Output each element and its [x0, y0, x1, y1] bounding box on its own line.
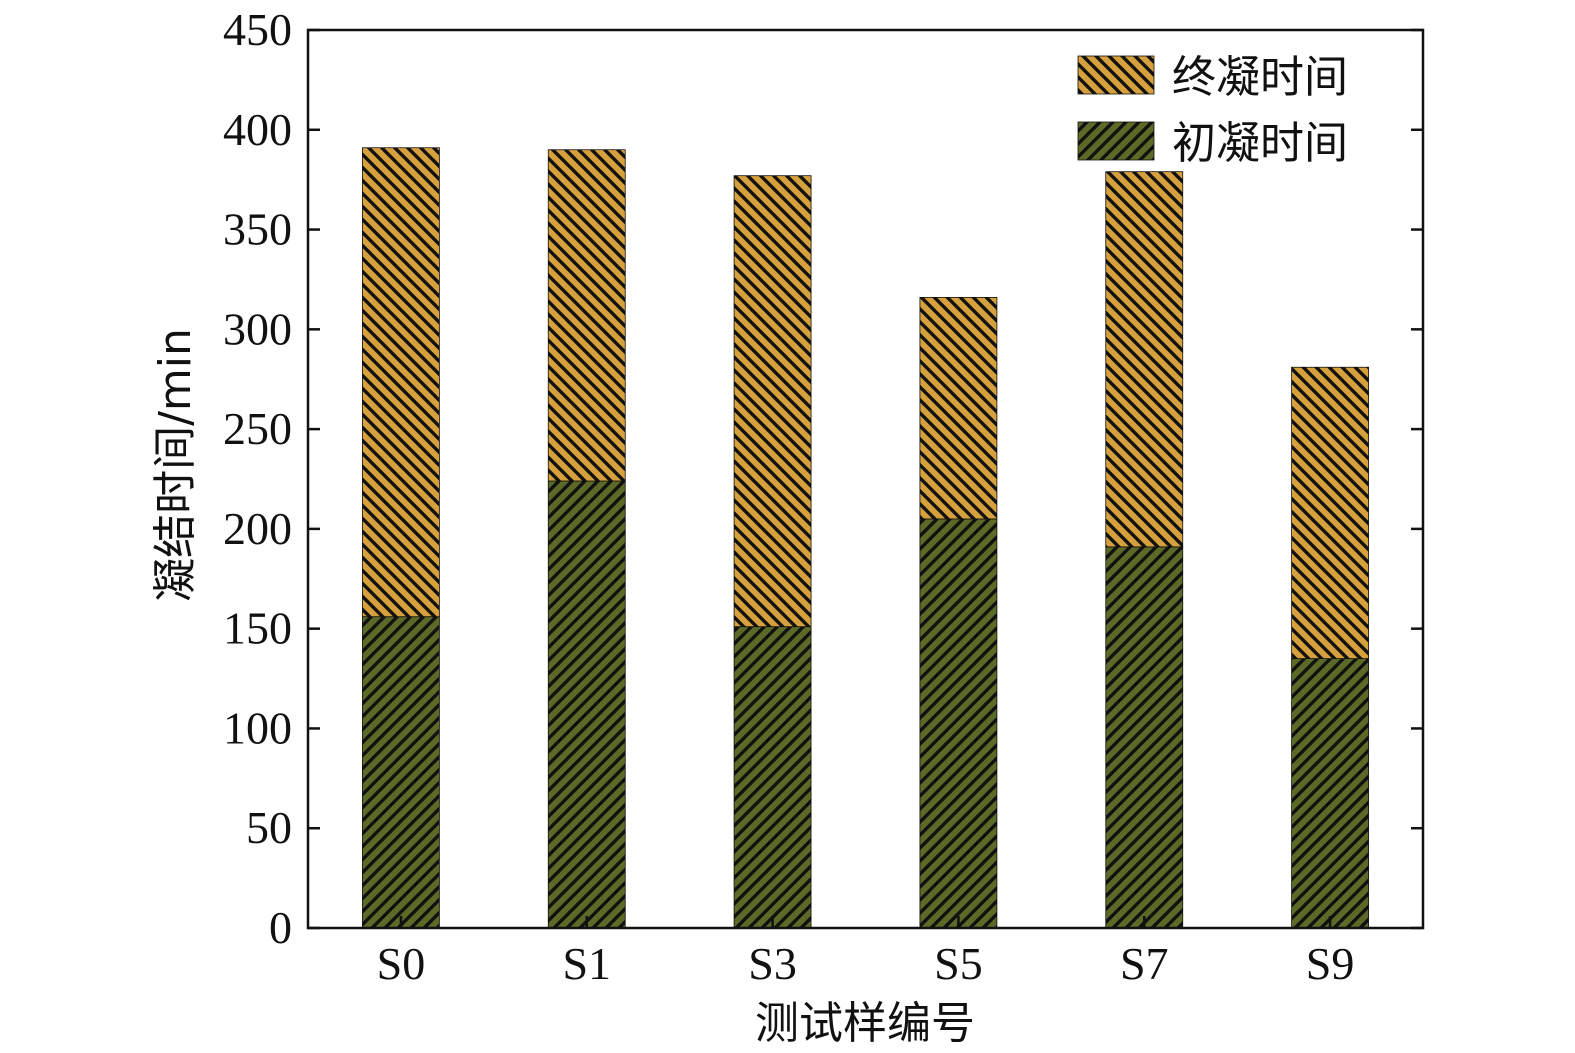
- legend-swatch-0: [1077, 121, 1155, 161]
- bar-s1-series-1: [547, 149, 626, 482]
- y-axis-title: 凝结时间/min: [150, 328, 201, 602]
- y-tick-label: 150: [223, 603, 292, 654]
- x-tick-label: S9: [1306, 938, 1355, 989]
- bars-layer: [362, 147, 1369, 929]
- x-tick-label: S5: [934, 938, 983, 989]
- legend-label-0: 初凝时间: [1172, 118, 1348, 169]
- bar-s9-series-0: [1291, 658, 1369, 929]
- x-axis-ticks: S0 S1 S3 S5 S7 S9: [377, 916, 1355, 989]
- plot-frame: [306, 28, 1425, 930]
- x-tick-label: S3: [748, 938, 797, 989]
- bar-s9-series-1: [1291, 366, 1369, 660]
- y-tick-label: 0: [269, 902, 292, 953]
- x-axis-title: 测试样编号: [755, 998, 975, 1049]
- bar-s3-series-0: [733, 626, 812, 929]
- y-tick-label: 250: [223, 403, 292, 454]
- bar-s7-series-1: [1105, 171, 1184, 548]
- y-tick-label: 300: [223, 303, 292, 354]
- y-tick-label: 450: [223, 4, 292, 55]
- legend-label-1: 终凝时间: [1172, 52, 1348, 103]
- y-axis-ticks: 0 50 100 150 200 250 300 350 400 450: [223, 4, 1423, 953]
- bar-s0-series-0: [362, 616, 440, 929]
- y-tick-label: 350: [223, 204, 292, 255]
- y-tick-label: 400: [223, 104, 292, 155]
- y-tick-label: 200: [223, 503, 292, 554]
- y-tick-label: 50: [246, 802, 292, 853]
- x-tick-label: S0: [377, 938, 426, 989]
- x-tick-label: S1: [562, 938, 611, 989]
- bar-s3-series-1: [733, 175, 812, 628]
- bar-s7-series-0: [1105, 546, 1184, 929]
- bar-s0-series-1: [362, 147, 440, 618]
- x-tick-label: S7: [1120, 938, 1169, 989]
- bar-s5-series-1: [919, 297, 998, 520]
- bar-s5-series-0: [919, 518, 998, 929]
- bar-s1-series-0: [547, 480, 626, 929]
- y-tick-label: 100: [223, 702, 292, 753]
- legend-swatch-1: [1077, 55, 1155, 95]
